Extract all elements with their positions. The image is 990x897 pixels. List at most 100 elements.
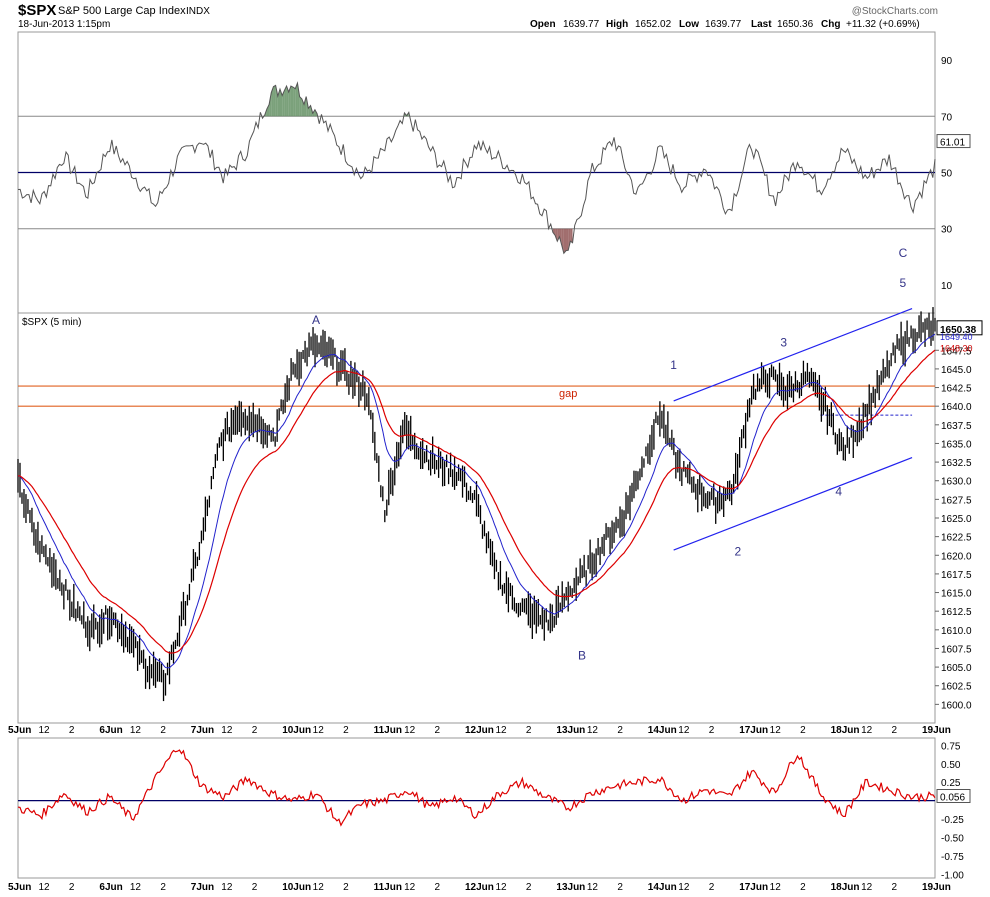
rsi-overbought-fill (297, 83, 300, 117)
x-tick-label: 5Jun (8, 882, 31, 893)
x-tick-label: 12 (678, 725, 690, 736)
oscillator-panel-frame (17, 737, 936, 879)
price-panel-title: $SPX (5 min) (22, 317, 81, 328)
rsi-oversold-fill (557, 228, 560, 242)
chg-label: Chg (821, 19, 840, 30)
osc-tick-label: 0.50 (941, 760, 961, 771)
x-tick-label: 2 (435, 725, 441, 736)
x-tick-label: 2 (892, 725, 898, 736)
ma-value-label: 1649.40 (940, 332, 973, 342)
wave-label: 1 (670, 358, 677, 372)
price-tick-label: 1607.5 (941, 644, 972, 655)
rsi-overbought-fill (280, 89, 283, 117)
quote-summary: Open 1639.77 High 1652.02 Low 1639.77 La… (530, 19, 920, 30)
x-tick-label: 2 (709, 882, 715, 893)
x-tick-label: 12 (770, 882, 782, 893)
price-tick-label: 1610.0 (941, 626, 972, 637)
wave-label: 2 (735, 544, 742, 558)
rsi-oversold-fill (559, 228, 562, 245)
price-tick-label: 1627.5 (941, 495, 972, 506)
price-last-label: 1650.38 (940, 325, 977, 336)
date-axes: 5Jun 12 2 6Jun 12 2 7Jun 12 2 10Jun 12 2 11Jun 12 2 12J… (8, 725, 951, 893)
x-tick-label: 7Jun (191, 882, 214, 893)
price-tick-label: 1647.5 (941, 346, 972, 357)
rsi-tick-label: 30 (941, 225, 953, 236)
wave-label: 5 (900, 276, 907, 290)
x-tick-label: 2 (526, 725, 532, 736)
x-tick-label: 2 (526, 882, 532, 893)
x-tick-label: 12 (404, 882, 416, 893)
x-tick-label: 18Jun (831, 725, 860, 736)
x-tick-label: 5Jun (8, 725, 31, 736)
rsi-overbought-fill (269, 92, 272, 117)
x-tick-label: 18Jun (831, 882, 860, 893)
rsi-last-value-label: 61.01 (940, 138, 965, 149)
x-tick-label: 19Jun (922, 725, 951, 736)
rsi-panel: 10 30 50 70 90 61.01 (17, 56, 971, 292)
x-tick-label: 2 (69, 725, 75, 736)
price-tick-label: 1620.0 (941, 551, 972, 562)
price-panel: $SPX (5 min) 1600.0 1602.5 1605.0 1607.5 1610… (17, 246, 983, 711)
wave-label: 3 (780, 336, 787, 350)
price-tick-label: 1617.5 (941, 570, 972, 581)
open-label: Open (530, 19, 556, 30)
x-tick-label: 10Jun (282, 882, 311, 893)
x-tick-label: 12 (221, 725, 233, 736)
x-tick-label: 12 (587, 882, 599, 893)
x-tick-label: 12 (861, 725, 873, 736)
x-tick-label: 12 (221, 882, 233, 893)
fast-ma-line (17, 333, 936, 669)
price-tick-label: 1637.5 (941, 421, 972, 432)
rsi-overbought-fill (290, 86, 294, 117)
x-tick-label: 2 (435, 882, 441, 893)
index-name: S&P 500 Large Cap Index (58, 5, 186, 17)
last-label: Last (751, 19, 772, 30)
wave-label: C (899, 246, 908, 260)
rsi-overbought-fill (273, 85, 276, 117)
last-value: 1650.36 (777, 19, 814, 30)
x-tick-label: 12 (38, 882, 50, 893)
x-tick-label: 12Jun (465, 882, 494, 893)
rsi-overbought-fill (304, 96, 307, 117)
osc-tick-label: 0.75 (941, 741, 961, 752)
x-tick-label: 2 (69, 882, 75, 893)
x-tick-label: 12 (130, 882, 142, 893)
x-tick-label: 12 (404, 725, 416, 736)
price-tick-label: 1635.0 (941, 439, 972, 450)
osc-last-box (936, 789, 971, 804)
channel-lower-line (673, 457, 913, 551)
price-tick-label: 1612.5 (941, 607, 972, 618)
x-tick-label: 2 (617, 882, 623, 893)
chg-value: +11.32 (+0.69%) (846, 19, 920, 30)
x-tick-label: 12Jun (465, 725, 494, 736)
osc-line (17, 749, 936, 827)
ma-value-label: 1648.30 (940, 343, 973, 353)
x-tick-label: 2 (252, 882, 258, 893)
rsi-overbought-fill (295, 83, 298, 117)
price-tick-label: 1615.0 (941, 589, 972, 600)
x-tick-label: 12 (861, 882, 873, 893)
rsi-oversold-fill (555, 228, 558, 242)
low-label: Low (679, 19, 699, 30)
osc-tick-label: -0.75 (941, 852, 964, 863)
rsi-tick-label: 70 (941, 112, 953, 123)
x-tick-label: 10Jun (282, 725, 311, 736)
rsi-oversold-fill (566, 228, 569, 251)
high-label: High (606, 19, 628, 30)
x-tick-label: 14Jun (648, 882, 677, 893)
price-tick-label: 1622.5 (941, 533, 972, 544)
slow-ma-line (17, 349, 936, 654)
rsi-overbought-fill (288, 86, 291, 117)
rsi-overbought-fill (299, 96, 302, 117)
x-tick-label: 2 (800, 725, 806, 736)
watermark: @StockCharts.com (852, 6, 938, 17)
x-tick-label: 19Jun (922, 882, 951, 893)
x-tick-label: 2 (252, 725, 258, 736)
x-tick-label: 13Jun (556, 725, 585, 736)
rsi-overbought-fill (286, 85, 289, 117)
exchange-label: INDX (186, 6, 210, 17)
x-tick-label: 2 (343, 882, 349, 893)
date-label: 18-Jun-2013 1:15pm (18, 19, 110, 30)
x-tick-label: 12 (38, 725, 50, 736)
x-tick-label: 2 (160, 882, 166, 893)
